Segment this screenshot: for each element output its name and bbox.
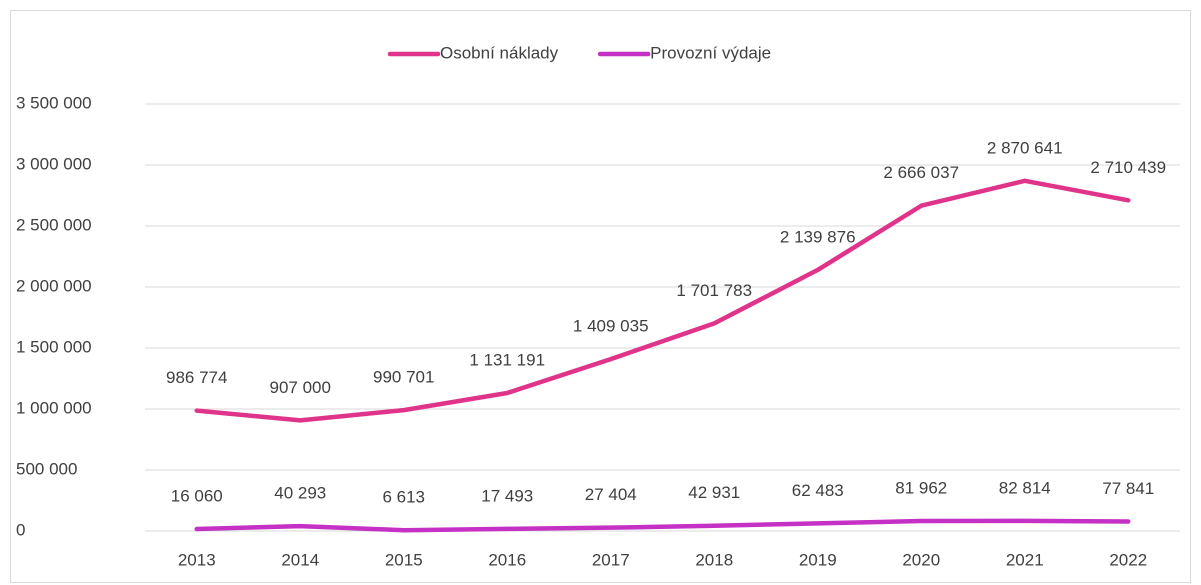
data-label: 1 131 191 bbox=[469, 350, 545, 369]
x-tick-label: 2014 bbox=[281, 550, 319, 569]
legend-label: Provozní výdaje bbox=[650, 43, 771, 62]
x-tick-label: 2019 bbox=[799, 550, 837, 569]
data-label: 17 493 bbox=[481, 486, 533, 505]
x-tick-label: 2017 bbox=[592, 550, 630, 569]
y-tick-label: 0 bbox=[16, 520, 25, 539]
y-tick-label: 3 500 000 bbox=[16, 93, 92, 112]
data-label: 62 483 bbox=[792, 481, 844, 500]
x-tick-label: 2018 bbox=[695, 550, 733, 569]
y-tick-label: 1 500 000 bbox=[16, 337, 92, 356]
data-label: 1 701 783 bbox=[676, 281, 752, 300]
y-tick-label: 500 000 bbox=[16, 459, 77, 478]
data-label: 42 931 bbox=[688, 483, 740, 502]
data-label: 27 404 bbox=[585, 485, 637, 504]
data-label: 2 139 876 bbox=[780, 227, 856, 246]
data-label: 2 710 439 bbox=[1090, 158, 1166, 177]
data-label: 2 870 641 bbox=[987, 138, 1063, 157]
data-label: 16 060 bbox=[171, 487, 223, 506]
chart-border bbox=[10, 10, 1191, 583]
data-label: 40 293 bbox=[274, 484, 326, 503]
x-tick-label: 2022 bbox=[1109, 550, 1147, 569]
x-tick-label: 2021 bbox=[1006, 550, 1044, 569]
y-tick-label: 2 500 000 bbox=[16, 215, 92, 234]
series-line bbox=[194, 518, 1131, 533]
x-tick-label: 2013 bbox=[178, 550, 216, 569]
data-label: 2 666 037 bbox=[883, 163, 959, 182]
y-tick-label: 2 000 000 bbox=[16, 276, 92, 295]
x-tick-label: 2016 bbox=[488, 550, 526, 569]
data-label: 1 409 035 bbox=[573, 317, 649, 336]
legend-label: Osobní náklady bbox=[440, 43, 559, 62]
data-label: 77 841 bbox=[1102, 479, 1154, 498]
y-tick-label: 3 000 000 bbox=[16, 154, 92, 173]
series-line bbox=[194, 178, 1131, 423]
x-tick-label: 2015 bbox=[385, 550, 423, 569]
data-label: 907 000 bbox=[270, 378, 331, 397]
data-label: 82 814 bbox=[999, 478, 1051, 497]
data-label: 990 701 bbox=[373, 368, 434, 387]
x-tick-label: 2020 bbox=[902, 550, 940, 569]
y-tick-label: 1 000 000 bbox=[16, 398, 92, 417]
data-label: 81 962 bbox=[895, 478, 947, 497]
data-label: 986 774 bbox=[166, 368, 227, 387]
data-label: 6 613 bbox=[382, 488, 425, 507]
